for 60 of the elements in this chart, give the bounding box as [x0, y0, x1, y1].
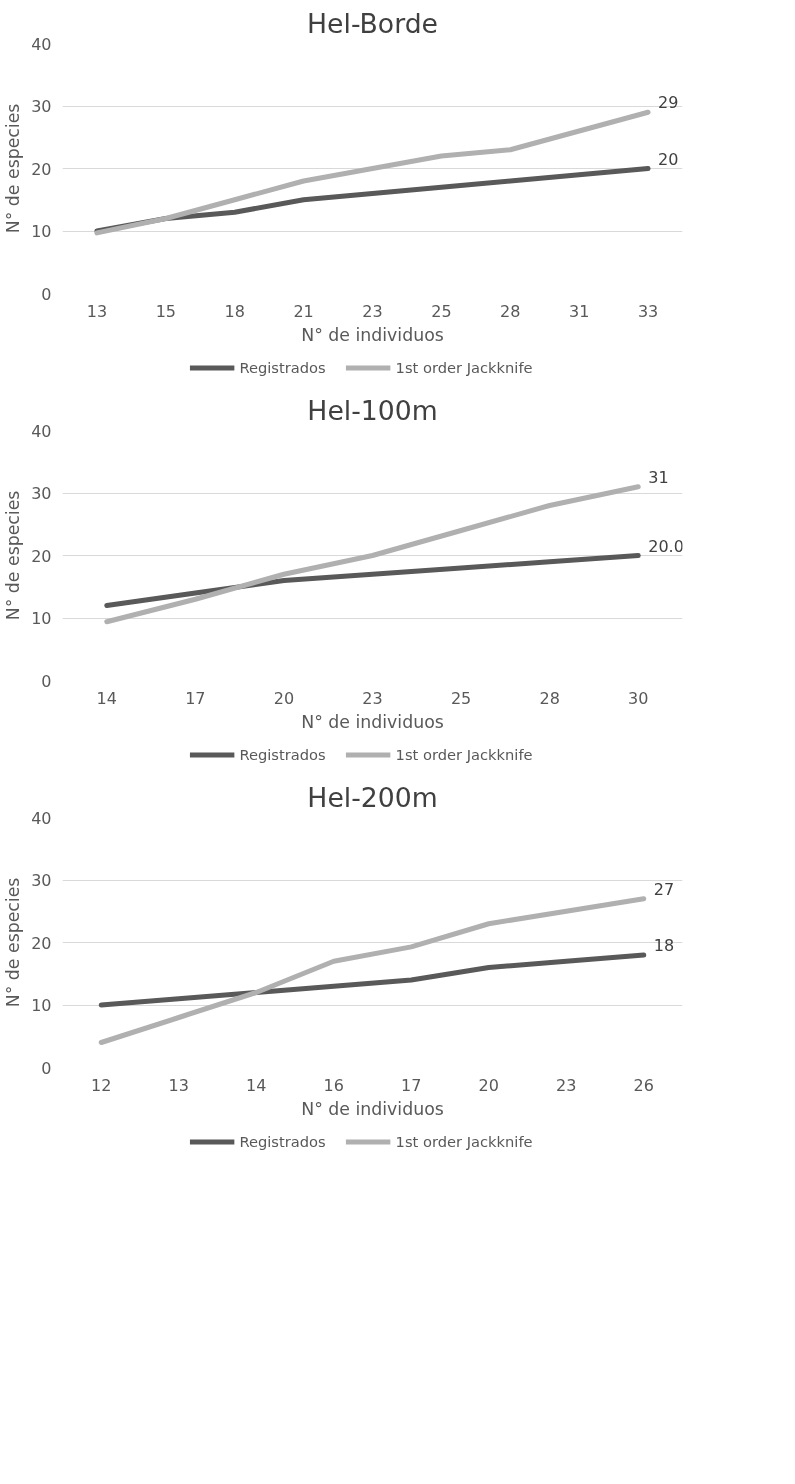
y-tick-label: 0 — [41, 671, 52, 691]
x-tick-label: 17 — [185, 688, 206, 708]
x-tick-label: 23 — [556, 1075, 577, 1095]
x-axis-title: N° de individuos — [301, 324, 444, 345]
y-tick-label: 20 — [31, 933, 52, 953]
x-tick-label: 28 — [539, 688, 560, 708]
x-tick-label: 13 — [86, 301, 108, 321]
data-label: 20 — [658, 149, 679, 169]
y-tick-label: 40 — [31, 808, 52, 828]
x-tick-label: 23 — [362, 301, 383, 321]
data-label: 20.0 — [648, 536, 684, 556]
y-axis-title: N° de especies — [3, 877, 24, 1008]
legend-label: Registrados — [239, 358, 326, 376]
y-axis-title: N° de especies — [3, 490, 24, 621]
x-tick-label: 12 — [91, 1075, 112, 1095]
y-tick-label: 40 — [31, 34, 52, 54]
chart-title: Hel-200m — [307, 781, 438, 813]
x-tick-label: 23 — [362, 688, 383, 708]
x-axis-title: N° de individuos — [301, 711, 444, 732]
y-axis-title: N° de especies — [3, 103, 24, 234]
x-tick-label: 20 — [478, 1075, 499, 1095]
x-axis-title: N° de individuos — [301, 1098, 444, 1119]
y-tick-label: 20 — [31, 546, 52, 566]
y-tick-label: 20 — [31, 159, 52, 179]
data-label: 18 — [653, 936, 675, 955]
legend-label: Registrados — [239, 745, 326, 763]
legend-label: 1st order Jackknife — [395, 745, 533, 763]
y-tick-label: 10 — [31, 609, 52, 628]
y-tick-label: 30 — [31, 871, 52, 890]
x-tick-label: 16 — [323, 1075, 344, 1095]
legend-label: 1st order Jackknife — [395, 358, 533, 376]
x-tick-label: 17 — [401, 1075, 422, 1095]
y-tick-label: 0 — [41, 284, 52, 304]
x-tick-label: 28 — [500, 301, 521, 321]
data-label: 31 — [648, 467, 669, 487]
data-label: 27 — [653, 879, 675, 899]
legend-label: Registrados — [239, 1132, 326, 1150]
legend-label: 1st order Jackknife — [395, 1132, 533, 1150]
x-tick-label: 30 — [628, 688, 649, 708]
x-tick-label: 14 — [96, 688, 117, 708]
chart-title: Hel-100m — [307, 394, 438, 426]
x-tick-label: 14 — [246, 1075, 267, 1095]
y-tick-label: 10 — [31, 222, 52, 241]
y-tick-label: 0 — [41, 1058, 52, 1078]
x-tick-label: 31 — [568, 301, 590, 321]
y-tick-label: 40 — [31, 421, 52, 441]
y-tick-label: 10 — [31, 996, 52, 1015]
x-tick-label: 26 — [633, 1075, 654, 1095]
chart-title: Hel-Borde — [307, 7, 438, 39]
x-tick-label: 21 — [293, 301, 314, 321]
y-tick-label: 30 — [31, 484, 52, 503]
x-tick-label: 15 — [155, 301, 177, 321]
x-tick-label: 18 — [224, 301, 245, 321]
x-tick-label: 25 — [450, 688, 472, 708]
data-label: 29 — [658, 93, 679, 113]
x-tick-label: 33 — [637, 301, 659, 321]
x-tick-label: 25 — [431, 301, 452, 321]
x-tick-label: 20 — [273, 688, 295, 708]
y-tick-label: 30 — [31, 97, 52, 116]
x-tick-label: 13 — [168, 1075, 189, 1095]
